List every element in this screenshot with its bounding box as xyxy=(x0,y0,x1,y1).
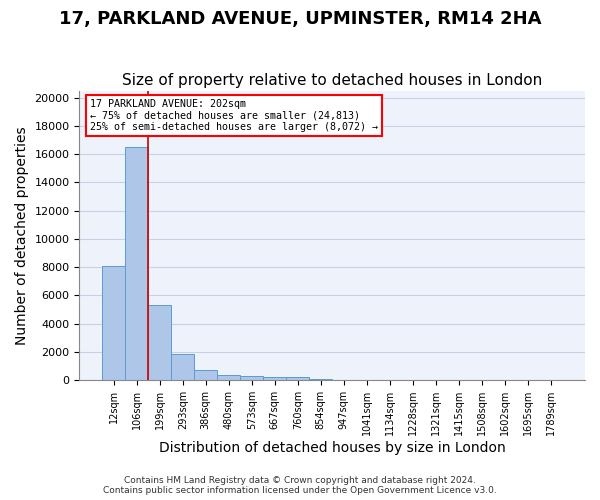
Text: Contains HM Land Registry data © Crown copyright and database right 2024.
Contai: Contains HM Land Registry data © Crown c… xyxy=(103,476,497,495)
Text: 17 PARKLAND AVENUE: 202sqm
← 75% of detached houses are smaller (24,813)
25% of : 17 PARKLAND AVENUE: 202sqm ← 75% of deta… xyxy=(89,99,377,132)
X-axis label: Distribution of detached houses by size in London: Distribution of detached houses by size … xyxy=(159,441,506,455)
Bar xyxy=(148,306,172,380)
Bar xyxy=(194,370,217,380)
Bar xyxy=(240,376,263,380)
Y-axis label: Number of detached properties: Number of detached properties xyxy=(15,126,29,344)
Bar xyxy=(103,266,125,380)
Bar xyxy=(286,378,309,380)
Bar xyxy=(309,379,332,380)
Bar xyxy=(263,378,286,380)
Text: 17, PARKLAND AVENUE, UPMINSTER, RM14 2HA: 17, PARKLAND AVENUE, UPMINSTER, RM14 2HA xyxy=(59,10,541,28)
Title: Size of property relative to detached houses in London: Size of property relative to detached ho… xyxy=(122,73,542,88)
Bar xyxy=(217,376,240,380)
Bar xyxy=(172,354,194,380)
Bar xyxy=(125,147,148,380)
